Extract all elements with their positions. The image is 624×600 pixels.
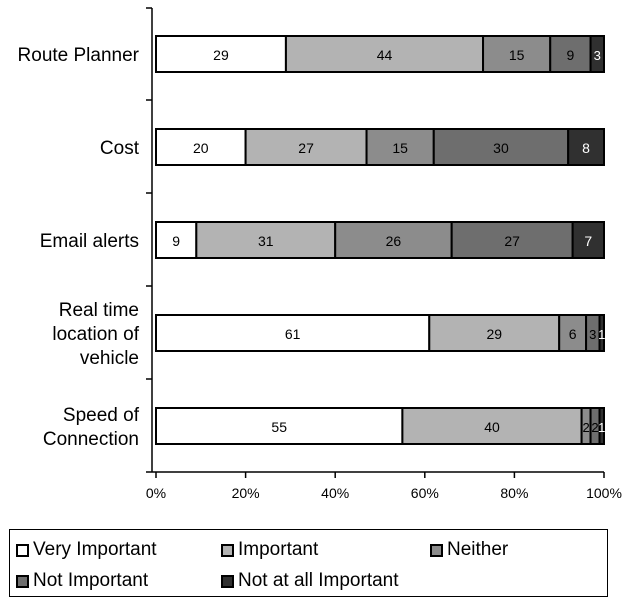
category-label: Connection — [43, 429, 139, 450]
bar-speed-of-connection-very-important — [155, 407, 404, 445]
legend-label-not-at-all-important: Not at all Important — [238, 570, 399, 591]
x-tick-label: 40% — [321, 485, 349, 501]
category-label: Speed of — [63, 405, 140, 426]
data-label: 40 — [484, 419, 500, 435]
data-label: 29 — [486, 326, 502, 342]
bar-cost-very-important — [155, 128, 247, 166]
legend-item-very-important: Very Important — [16, 539, 157, 561]
data-label: 2 — [582, 420, 589, 435]
x-tick-label: 20% — [232, 485, 260, 501]
bar-real-time-location-of-vehicle-important — [428, 314, 561, 352]
bar-speed-of-connection-important — [401, 407, 583, 445]
data-label: 1 — [598, 420, 605, 435]
category-label: Email alerts — [40, 231, 139, 252]
data-label: 3 — [589, 327, 596, 342]
data-label: 3 — [594, 48, 601, 63]
data-label: 7 — [584, 233, 592, 249]
data-label: 30 — [493, 140, 509, 156]
data-label: 31 — [258, 233, 274, 249]
data-label: 9 — [567, 47, 575, 63]
bar-email-alerts-not-at-all-important — [571, 221, 606, 259]
legend-item-not-important: Not Important — [16, 570, 148, 592]
legend-label-neither: Neither — [447, 539, 509, 560]
bar-real-time-location-of-vehicle-neither — [558, 314, 588, 352]
data-label: 61 — [285, 326, 301, 342]
legend-swatch-very-important — [16, 543, 29, 557]
legend-label-important: Important — [238, 539, 319, 560]
category-label: location of — [52, 324, 139, 345]
x-tick-label: 60% — [411, 485, 439, 501]
data-label: 55 — [271, 419, 287, 435]
category-label: Cost — [100, 138, 140, 159]
data-label: 26 — [386, 233, 402, 249]
bar-route-planner-very-important — [155, 35, 287, 73]
bar-speed-of-connection-not-at-all-important — [598, 407, 606, 445]
data-label: 27 — [504, 233, 520, 249]
legend-swatch-not-important — [16, 574, 29, 588]
bar-cost-not-at-all-important — [567, 128, 605, 166]
bar-email-alerts-very-important — [155, 221, 198, 259]
category-label: Route Planner — [18, 45, 140, 66]
x-tick-label: 100% — [586, 485, 622, 501]
bar-real-time-location-of-vehicle-very-important — [155, 314, 431, 352]
legend-item-important: Important — [221, 539, 318, 561]
x-tick-label: 80% — [500, 485, 528, 501]
bar-route-planner-neither — [482, 35, 552, 73]
bar-real-time-location-of-vehicle-not-at-all-important — [598, 314, 606, 352]
legend-swatch-not-at-all-important — [221, 574, 234, 588]
legend-swatch-important — [221, 543, 234, 557]
legend-swatch-neither — [430, 543, 443, 557]
data-label: 29 — [213, 47, 229, 63]
data-label: 15 — [509, 47, 525, 63]
legend-label-not-important: Not Important — [33, 570, 149, 591]
bar-email-alerts-neither — [334, 221, 453, 259]
data-label: 2 — [591, 420, 598, 435]
bar-cost-not-important — [432, 128, 570, 166]
data-label: 20 — [193, 140, 209, 156]
category-label: Real time — [59, 300, 139, 321]
category-label: vehicle — [80, 348, 139, 369]
legend: Very Important Important Neither Not Imp… — [9, 529, 608, 597]
legend-item-neither: Neither — [430, 539, 508, 561]
bar-route-planner-important — [284, 35, 485, 73]
bar-cost-important — [244, 128, 368, 166]
data-label: 1 — [598, 327, 605, 342]
x-tick-label: 0% — [146, 485, 166, 501]
bar-email-alerts-not-important — [450, 221, 574, 259]
bar-route-planner-not-at-all-important — [589, 35, 605, 73]
bar-email-alerts-important — [195, 221, 337, 259]
data-label: 9 — [172, 233, 180, 249]
data-label: 6 — [569, 326, 577, 342]
data-label: 8 — [582, 140, 590, 156]
legend-label-very-important: Very Important — [33, 539, 157, 560]
data-label: 44 — [377, 47, 393, 63]
legend-item-not-at-all-important: Not at all Important — [221, 570, 399, 592]
data-label: 27 — [298, 140, 314, 156]
data-label: 15 — [392, 140, 408, 156]
